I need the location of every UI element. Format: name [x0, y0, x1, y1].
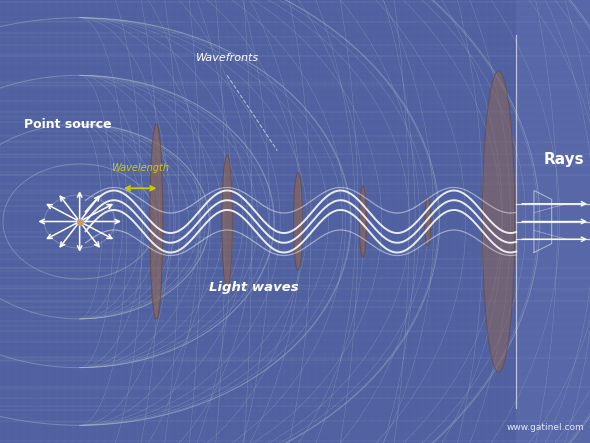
Text: Light waves: Light waves — [209, 281, 299, 295]
Ellipse shape — [293, 173, 302, 270]
Ellipse shape — [483, 71, 514, 372]
Text: www.gatinel.com: www.gatinel.com — [506, 423, 584, 432]
Ellipse shape — [359, 186, 366, 257]
Text: Point source: Point source — [24, 117, 112, 131]
Ellipse shape — [425, 197, 431, 246]
Ellipse shape — [150, 124, 163, 319]
Text: Wavelength: Wavelength — [111, 163, 169, 173]
Bar — [516, 0, 590, 443]
Text: Rays: Rays — [543, 152, 584, 167]
Ellipse shape — [222, 155, 232, 288]
Text: Wavefronts: Wavefronts — [196, 53, 258, 62]
